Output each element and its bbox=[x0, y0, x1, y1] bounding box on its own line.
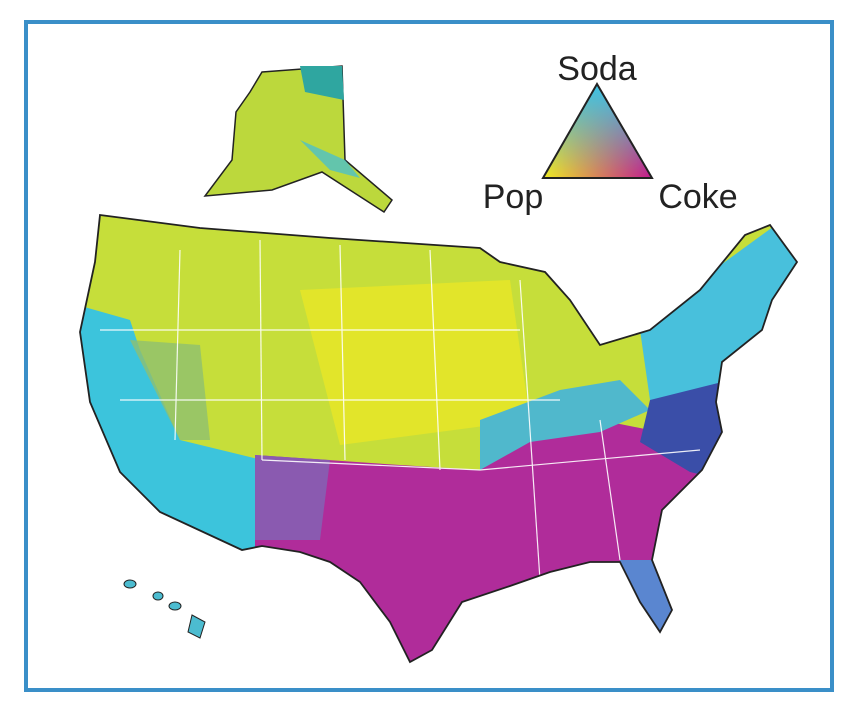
alaska bbox=[203, 65, 393, 214]
legend-triangle bbox=[541, 82, 654, 179]
legend-label-left: Pop bbox=[483, 178, 544, 216]
us-outline bbox=[79, 213, 799, 664]
legend-label-right: Coke bbox=[658, 178, 737, 216]
hawaii bbox=[123, 579, 206, 639]
legend-label-top: Soda bbox=[557, 50, 636, 88]
